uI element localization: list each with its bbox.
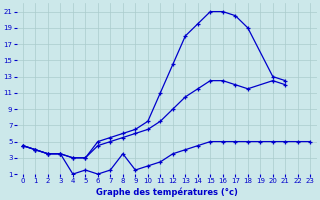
- X-axis label: Graphe des températures (°c): Graphe des températures (°c): [96, 187, 237, 197]
